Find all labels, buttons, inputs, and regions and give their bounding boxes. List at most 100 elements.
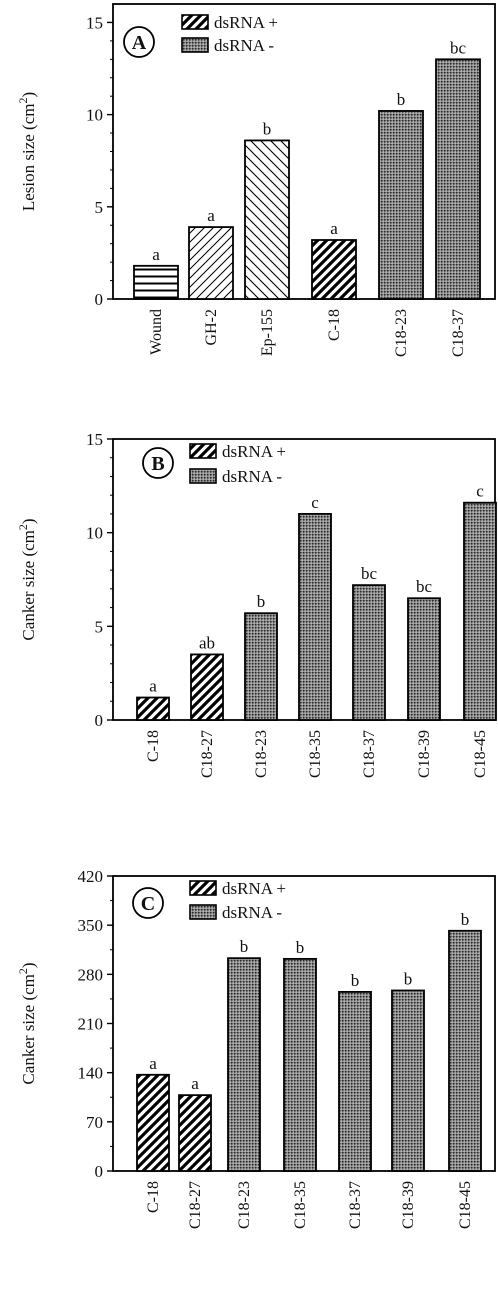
bar — [391, 989, 425, 1172]
panel-letter: A — [132, 32, 147, 54]
y-tick-label: 5 — [95, 617, 104, 636]
y-tick-label: 280 — [78, 965, 104, 984]
y-tick-label: 210 — [78, 1015, 104, 1034]
legend-swatch — [189, 904, 217, 920]
x-category-label: Wound — [148, 309, 165, 355]
x-category-label: C18-23 — [253, 730, 270, 778]
bar — [463, 501, 497, 721]
x-category-label: C18-27 — [199, 730, 216, 778]
bar — [311, 239, 357, 300]
bar-significance-label: b — [404, 969, 413, 988]
bar-significance-label: b — [257, 592, 266, 611]
x-category-label: C-18 — [145, 730, 162, 762]
bar — [298, 513, 332, 721]
bar-significance-label: a — [149, 1054, 157, 1073]
panel-a-chart: 0 5 10 15 Lesion size (cm2) a Wound a GH-2 b Ep-15… — [16, 3, 496, 357]
bar-significance-label: a — [330, 219, 338, 238]
y-tick-label: 350 — [78, 916, 104, 935]
y-tick-label: 70 — [86, 1113, 103, 1132]
bar — [188, 226, 234, 300]
x-category-label: C18-35 — [292, 1181, 309, 1229]
x-category-label: C18-37 — [347, 1181, 364, 1229]
x-category-label: C18-39 — [400, 1181, 417, 1229]
panel-letter: B — [151, 453, 164, 475]
y-tick-label: 5 — [95, 198, 104, 217]
bar — [227, 957, 261, 1172]
x-category-label: C18-39 — [416, 730, 433, 778]
bar — [178, 1094, 212, 1172]
x-category-label: C-18 — [145, 1181, 162, 1213]
bar — [435, 58, 481, 300]
bar-significance-label: b — [397, 90, 406, 109]
legend-swatch — [189, 880, 217, 896]
bar — [136, 1073, 170, 1172]
bar-significance-label: bc — [450, 38, 467, 57]
x-category-label: C18-45 — [472, 730, 489, 778]
legend-swatch — [181, 37, 209, 53]
legend-label: dsRNA + — [222, 442, 286, 461]
y-tick-label: 140 — [78, 1064, 104, 1083]
bar-significance-label: b — [351, 971, 360, 990]
y-tick-label: 10 — [86, 524, 103, 543]
panel-letter-circle — [132, 887, 164, 919]
x-category-label: C18-35 — [307, 730, 324, 778]
y-tick-label: 15 — [86, 430, 103, 449]
bar — [133, 264, 179, 300]
panel-letter-circle — [142, 447, 174, 479]
panel-letter-circle — [123, 26, 155, 58]
panel-c-chart: 0 70 140 210 280 350 420 Canker size (cm2) a C-18… — [16, 867, 496, 1229]
y-tick-label: 420 — [78, 867, 104, 886]
y-tick-label: 0 — [95, 711, 104, 730]
bar-significance-label: a — [191, 1074, 199, 1093]
bar-significance-label: a — [207, 206, 215, 225]
x-category-label: C18-27 — [187, 1181, 204, 1229]
legend-swatch — [181, 14, 209, 30]
bar — [244, 612, 278, 721]
bar-significance-label: b — [296, 938, 305, 957]
bar — [448, 929, 482, 1172]
x-category-label: C18-37 — [450, 309, 467, 357]
bar — [190, 653, 224, 721]
bar-significance-label: c — [311, 493, 319, 512]
panel-b-chart: 0 5 10 15 Canker size (cm2) a C-18 ab C18-27 b C18… — [16, 430, 497, 778]
x-category-label: C18-23 — [393, 309, 410, 357]
y-tick-label: 0 — [95, 1162, 104, 1181]
legend-label: dsRNA + — [222, 879, 286, 898]
y-axis-title: Canker size (cm2) — [16, 962, 38, 1084]
panel-letter: C — [141, 893, 155, 915]
legend-label: dsRNA - — [214, 36, 274, 55]
y-tick-label: 15 — [86, 13, 103, 32]
y-axis-title: Lesion size (cm2) — [16, 92, 38, 211]
bar-significance-label: a — [149, 677, 157, 696]
x-category-label: GH-2 — [203, 309, 220, 345]
bar-significance-label: a — [152, 245, 160, 264]
y-tick-label: 10 — [86, 106, 103, 125]
legend-label: dsRNA - — [222, 467, 282, 486]
bar-significance-label: b — [461, 910, 470, 929]
bar-significance-label: c — [476, 482, 484, 501]
x-category-label: C18-23 — [236, 1181, 253, 1229]
x-category-label: C18-45 — [457, 1181, 474, 1229]
legend-swatch — [189, 443, 217, 459]
bar-significance-label: bc — [416, 577, 433, 596]
y-axis-title: Canker size (cm2) — [16, 518, 38, 640]
legend-label: dsRNA - — [222, 903, 282, 922]
bar-significance-label: ab — [199, 633, 215, 652]
bar-significance-label: b — [263, 119, 272, 138]
y-tick-label: 0 — [95, 290, 104, 309]
bar — [136, 696, 170, 721]
x-category-label: C18-37 — [361, 730, 378, 778]
bar — [283, 957, 317, 1172]
bar — [338, 990, 372, 1172]
x-category-label: C-18 — [326, 309, 343, 341]
bar — [378, 110, 424, 300]
bar — [244, 139, 290, 300]
legend-swatch — [189, 468, 217, 484]
bar — [407, 597, 441, 721]
bar-significance-label: bc — [361, 564, 378, 583]
legend-label: dsRNA + — [214, 13, 278, 32]
bar — [352, 584, 386, 721]
bar-significance-label: b — [240, 937, 249, 956]
x-category-label: Ep-155 — [259, 309, 276, 356]
